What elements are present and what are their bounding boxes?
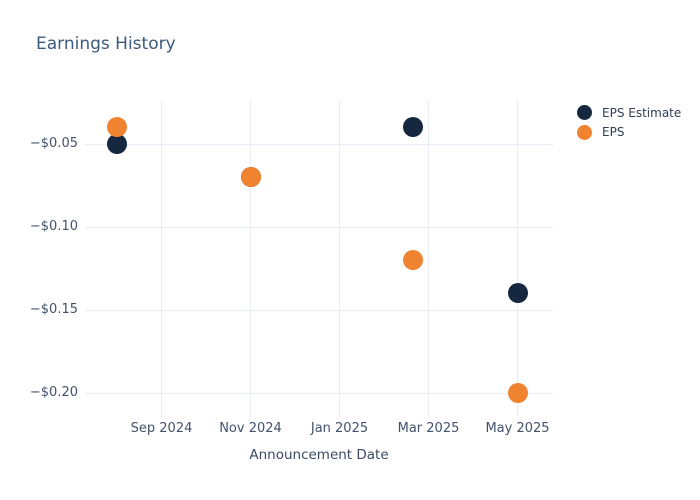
- x-gridline: [517, 100, 518, 417]
- data-point-eps-estimate: [507, 283, 528, 304]
- data-point-eps: [507, 383, 528, 403]
- data-point-eps: [107, 117, 127, 138]
- x-tick-label: Sep 2024: [130, 421, 193, 436]
- data-point-eps-estimate: [402, 117, 423, 138]
- x-tick-label: Jan 2025: [310, 421, 369, 436]
- y-gridline: [85, 392, 553, 394]
- y-gridline: [85, 226, 553, 228]
- y-gridline: [85, 309, 553, 311]
- y-tick-label: −$0.15: [29, 302, 78, 317]
- legend-marker-icon: [577, 124, 592, 140]
- legend-item-eps-estimate[interactable]: EPS Estimate: [577, 103, 681, 123]
- x-tick-label: Nov 2024: [219, 421, 282, 436]
- data-point-eps-estimate: [107, 134, 127, 154]
- x-gridline: [428, 100, 429, 417]
- legend-label: EPS: [602, 125, 625, 140]
- y-tick-label: −$0.05: [29, 136, 78, 151]
- legend-marker-icon: [577, 105, 592, 121]
- x-axis-title: Announcement Date: [249, 447, 389, 463]
- y-tick-label: −$0.20: [29, 385, 78, 400]
- chart-title: Earnings History: [36, 34, 176, 54]
- y-gridline: [85, 143, 553, 145]
- x-tick-label: May 2025: [485, 421, 550, 436]
- data-point-eps: [402, 250, 423, 271]
- x-tick-label: Mar 2025: [397, 421, 460, 436]
- legend: EPS Estimate EPS: [577, 103, 681, 142]
- y-tick-label: −$0.10: [29, 219, 78, 234]
- x-gridline: [339, 100, 340, 417]
- data-point-eps: [240, 167, 261, 188]
- x-gridline: [161, 100, 162, 417]
- x-gridline: [250, 100, 251, 417]
- legend-label: EPS Estimate: [602, 105, 682, 120]
- legend-item-eps[interactable]: EPS: [577, 123, 681, 143]
